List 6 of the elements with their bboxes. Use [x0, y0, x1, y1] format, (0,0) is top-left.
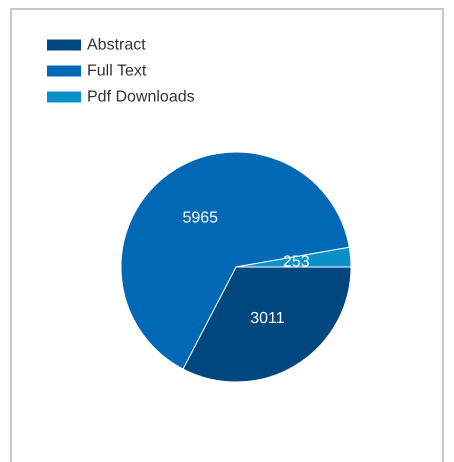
data-label: 3011 — [250, 310, 285, 328]
data-label: 253 — [282, 253, 310, 270]
legend-label: Abstract — [87, 36, 146, 54]
data-label: 5965 — [182, 210, 218, 227]
legend-label: Full Text — [87, 62, 147, 80]
legend-label: Pdf Downloads — [87, 88, 195, 106]
